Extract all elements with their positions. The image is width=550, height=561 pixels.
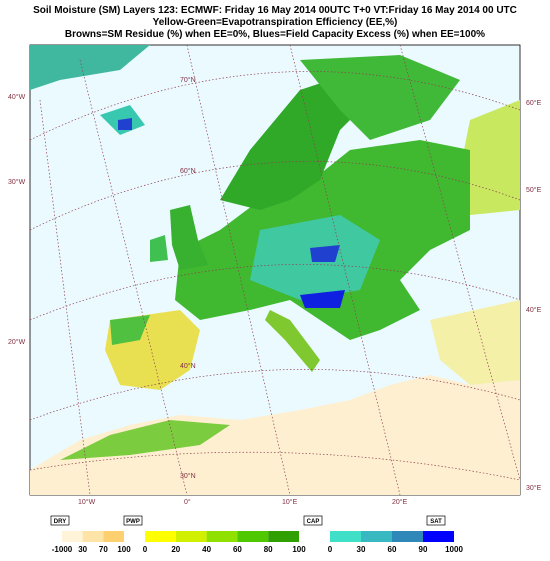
graticule-label: 60°E [526,99,542,107]
legend-label: 100 [292,545,306,554]
legend-tag: DRY [54,519,66,525]
graticule-label: 30°N [180,472,196,480]
legend-label: 0 [143,545,148,554]
legend-label: 100 [117,545,131,554]
graticule-label: 20°W [8,338,26,346]
legend-swatch [103,531,124,542]
graticule-label: 30°E [526,484,542,492]
legend-swatch [423,531,454,542]
legend-swatch [62,531,83,542]
legend-label: 30 [357,545,366,554]
legend-tag: CAP [307,519,320,525]
legend-tag-box [426,515,446,526]
legend-label: -1000 [52,545,73,554]
legend-tag-box [303,515,323,526]
legend-swatch [330,531,361,542]
legend-swatch [268,531,299,542]
legend-swatch [206,531,238,542]
graticule-label: 20°E [392,498,408,506]
graticule-label: 40°W [8,93,26,101]
legend-label: 60 [233,545,242,554]
legend-tag: PWP [126,519,140,525]
graticule-label: 10°W [78,498,96,506]
legend-swatch [237,531,269,542]
graticule-label: 60°N [180,167,196,175]
legend-swatch [392,531,423,542]
legend-swatch [361,531,392,542]
legend-swatch [82,531,104,542]
graticule-label: 0° [184,498,191,506]
title-line: Soil Moisture (SM) Layers 123: ECMWF: Fr… [33,5,517,16]
legend-swatch [175,531,207,542]
graticule-label: 40°E [526,306,542,314]
legend-tag-box [50,515,70,526]
title-line: Browns=SM Residue (%) when EE=0%, Blues=… [65,29,485,40]
legend-label: 80 [264,545,273,554]
legend-tag: SAT [430,519,442,525]
graticule-label: 50°E [526,186,542,194]
legend-label: 1000 [445,545,463,554]
graticule-labels: 70°N 60°N 40°N 30°N 40°W 30°W 20°W 10°W 0° 10°E 20… [8,76,542,506]
legend: DRY -1000 30 70 100 PWP 0 20 40 60 80 100 CAP 0 30 60 90… [50,515,463,554]
title-line: Yellow-Green=Evapotranspiration Efficien… [153,17,398,28]
map [29,44,521,496]
graticule-label: 70°N [180,76,196,84]
legend-swatch [145,531,176,542]
legend-label: 30 [78,545,87,554]
legend-label: 60 [388,545,397,554]
legend-label: 40 [202,545,211,554]
legend-label: 90 [419,545,428,554]
graticule-label: 30°W [8,178,26,186]
legend-tag-box [123,515,143,526]
legend-label: 20 [171,545,180,554]
graticule-label: 40°N [180,362,196,370]
legend-label: 0 [328,545,333,554]
graticule-label: 10°E [282,498,298,506]
legend-label: 70 [99,545,108,554]
